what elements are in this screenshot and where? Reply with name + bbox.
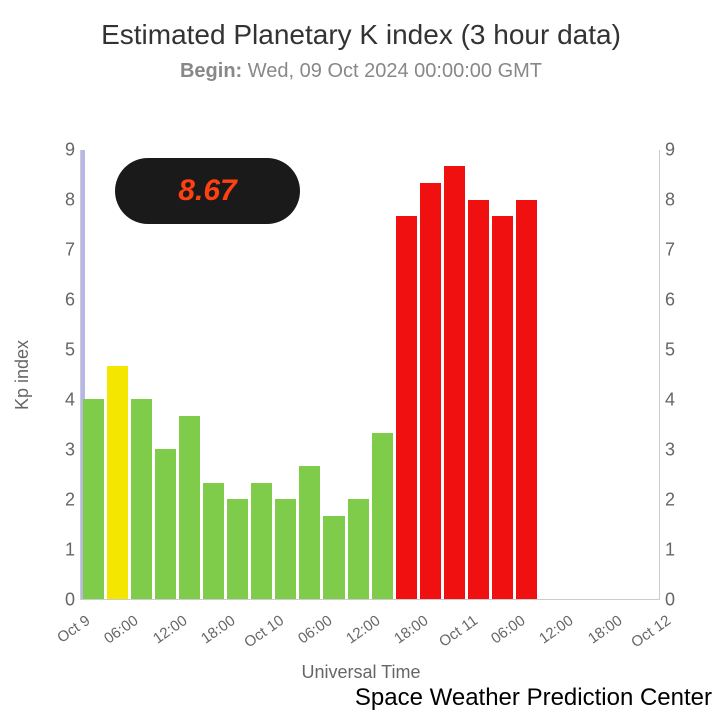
- bar: [420, 183, 441, 599]
- x-tick: Oct 11: [436, 612, 481, 651]
- y-tick: 5: [665, 340, 695, 361]
- y-tick: 1: [665, 540, 695, 561]
- bar: [131, 399, 152, 599]
- callout-value: 8.67: [178, 174, 236, 208]
- y-tick: 3: [665, 439, 695, 460]
- x-tick: Oct 10: [242, 612, 288, 651]
- bar: [323, 516, 344, 599]
- y-tick: 2: [45, 490, 75, 511]
- y-tick: 2: [665, 490, 695, 511]
- y-tick: 6: [665, 289, 695, 310]
- y-tick: 8: [45, 190, 75, 211]
- bar: [251, 483, 272, 599]
- y-axis-label: Kp index: [12, 340, 33, 410]
- bar: [372, 433, 393, 599]
- y-tick: 7: [665, 240, 695, 261]
- bar: [203, 483, 224, 599]
- y-tick: 5: [45, 340, 75, 361]
- y-ticks-left: 0123456789: [45, 150, 75, 600]
- y-tick: 9: [45, 140, 75, 161]
- bar: [516, 200, 537, 599]
- y-tick: 7: [45, 240, 75, 261]
- bar: [444, 166, 465, 599]
- subtitle-value: Wed, 09 Oct 2024 00:00:00 GMT: [242, 60, 542, 82]
- y-tick: 0: [45, 590, 75, 611]
- y-tick: 0: [665, 590, 695, 611]
- x-tick: 18:00: [391, 612, 432, 647]
- x-tick: 12:00: [150, 612, 191, 647]
- y-tick: 4: [665, 390, 695, 411]
- callout-bubble: 8.67: [115, 158, 300, 224]
- x-tick: 18:00: [585, 612, 626, 647]
- x-tick: Oct 12: [628, 612, 674, 651]
- footer-attribution: Space Weather Prediction Center: [355, 684, 712, 712]
- y-tick: 4: [45, 390, 75, 411]
- chart-subtitle: Begin: Wed, 09 Oct 2024 00:00:00 GMT: [0, 60, 722, 83]
- y-ticks-right: 0123456789: [665, 150, 695, 600]
- x-tick: 18:00: [198, 612, 239, 647]
- bar: [299, 466, 320, 599]
- chart-title: Estimated Planetary K index (3 hour data…: [0, 0, 722, 52]
- y-tick: 1: [45, 540, 75, 561]
- x-tick: 06:00: [101, 612, 142, 647]
- bar: [227, 499, 248, 599]
- y-tick: 6: [45, 289, 75, 310]
- x-tick: 06:00: [295, 612, 336, 647]
- y-tick: 8: [665, 190, 695, 211]
- bar: [348, 499, 369, 599]
- y-tick: 9: [665, 140, 695, 161]
- x-tick: Oct 9: [54, 612, 93, 646]
- y-tick: 3: [45, 439, 75, 460]
- x-tick: 12:00: [536, 612, 577, 647]
- bar: [107, 366, 128, 599]
- bar: [155, 449, 176, 599]
- x-ticks: Oct 906:0012:0018:00Oct 1006:0012:0018:0…: [80, 608, 660, 648]
- bar: [83, 399, 104, 599]
- bar: [275, 499, 296, 599]
- x-tick: 06:00: [488, 612, 529, 647]
- x-tick: 12:00: [343, 612, 384, 647]
- bar: [468, 200, 489, 599]
- x-axis-label: Universal Time: [0, 662, 722, 683]
- bar: [179, 416, 200, 599]
- bar: [396, 216, 417, 599]
- bar: [492, 216, 513, 599]
- subtitle-label: Begin:: [180, 60, 242, 82]
